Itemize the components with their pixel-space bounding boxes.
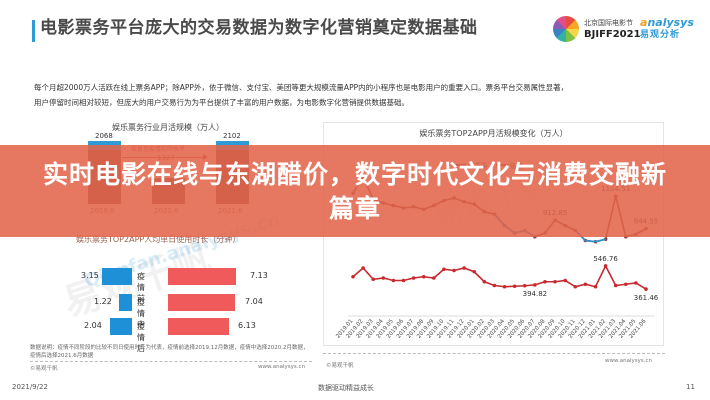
data-point <box>442 267 446 272</box>
line-chart-plot: 2019.012019.022019.032019.042019.052019.… <box>335 174 659 340</box>
usage-category: 疫情中 <box>137 298 145 329</box>
data-point <box>462 266 466 270</box>
right-divider <box>323 353 665 354</box>
data-point <box>391 278 396 283</box>
usage-left-value: 2.04 <box>84 321 102 330</box>
data-label: 394.82 <box>523 290 548 298</box>
data-point <box>623 282 628 287</box>
analysys-logo: analysys 易观分析 <box>640 16 694 42</box>
usage-left-value: 3.15 <box>81 271 99 280</box>
line-chart-panel: 娱乐票务TOP2APP月活规模变化（万人） 淘票票 猫眼 2019.012019… <box>323 122 664 346</box>
usage-blue-bar <box>119 294 132 311</box>
data-point <box>502 284 507 289</box>
data-point <box>371 277 376 282</box>
data-point <box>613 283 618 288</box>
usage-category: 疫情后 <box>137 322 145 353</box>
footer-date: 2021/9/22 <box>12 383 48 391</box>
data-point <box>361 266 365 270</box>
data-point <box>533 283 537 287</box>
data-point <box>472 269 477 274</box>
data-point <box>401 278 406 283</box>
data-point <box>563 278 567 283</box>
data-point <box>644 287 648 291</box>
intro-line-1: 每个月超2000万人活跃在线上票务APP；除APP外，依于微信、支付宝、美团等更… <box>34 83 569 92</box>
analysys-logo-cn: 易观分析 <box>640 30 681 40</box>
usage-right-value: 7.13 <box>250 271 268 280</box>
data-point <box>512 284 517 289</box>
usage-red-bar <box>168 268 236 285</box>
bjiff-logo-en: BJIFF2021 <box>584 29 641 40</box>
intro-paragraph: 每个月超2000万人活跃在线上票务APP；除APP外，依于微信、支付宝、美团等更… <box>34 80 684 110</box>
right-url: www.analysys.cn <box>605 358 652 364</box>
data-point <box>522 283 527 288</box>
right-source: ©易观千帆 <box>326 363 354 369</box>
usage-category: 疫情前 <box>137 272 145 303</box>
left-url: www.analysys.cn <box>258 364 305 370</box>
data-point <box>603 264 608 268</box>
data-point <box>452 268 456 273</box>
bjiff-flower-icon <box>553 16 579 42</box>
data-point <box>634 281 638 285</box>
data-point <box>543 279 547 284</box>
bjiff-logo-cn: 北京国际电影节 <box>584 19 633 27</box>
usage-left-value: 1.22 <box>94 297 112 306</box>
data-point <box>593 284 598 289</box>
data-point <box>381 276 386 280</box>
data-label: 546.76 <box>593 255 618 263</box>
analysys-logo-en: nalysys <box>647 16 694 29</box>
left-divider <box>30 361 312 362</box>
data-point <box>583 282 588 287</box>
bjiff-logo: 北京国际电影节 BJIFF2021 <box>553 16 641 42</box>
mau-chart-title: 娱乐票务行业月活规模（万人） <box>112 123 224 132</box>
data-point <box>411 276 416 280</box>
usage-right-value: 7.04 <box>245 297 263 306</box>
data-footnote: 数据说明：疫情不同阶段的比较不同日使用时长为代表，疫情前选择2019.12月数据… <box>30 344 330 360</box>
data-point <box>573 284 578 289</box>
data-point <box>482 279 487 284</box>
bar-value: 2102 <box>223 132 241 140</box>
usage-chart-title: 娱乐票务TOP2APP人均单日使用时长（分钟） <box>76 235 241 244</box>
data-point <box>553 279 557 284</box>
data-point <box>492 283 497 288</box>
footnote-line-2: 疫情后选择2021.6月数据 <box>30 353 94 359</box>
data-point <box>432 276 436 280</box>
data-point <box>421 274 426 279</box>
analysys-logo-a: a <box>640 16 648 29</box>
title-accent-bar <box>32 20 35 42</box>
usage-right-value: 6.13 <box>238 321 256 330</box>
headline-text: 实时电影在线与东湖醋价，数字时代文化与消费交融新篇章 <box>42 160 667 223</box>
usage-red-bar <box>168 294 235 311</box>
bar-value: 2068 <box>95 132 113 140</box>
usage-blue-bar <box>110 318 132 335</box>
page-title: 电影票务平台庞大的交易数据为数字化营销奠定数据基础 <box>40 18 478 38</box>
footnote-line-1: 数据说明：疫情不同阶段的比较不同日使用时长为代表，疫情前选择2019.12月数据… <box>30 345 309 351</box>
data-label: 361.46 <box>634 294 659 302</box>
usage-blue-bar <box>102 268 132 285</box>
left-source: ©易观千帆 <box>30 366 58 372</box>
footer-slogan: 数据驱动精益成长 <box>318 384 374 392</box>
usage-red-bar <box>168 318 229 335</box>
line-chart-title: 娱乐票务TOP2APP月活规模变化（万人） <box>419 129 568 138</box>
series-line <box>352 264 647 290</box>
intro-line-2: 用户停留时间相对较短，但庞大的用户交易行为为平台提供了丰富的用户数据，为电影数字… <box>34 98 409 107</box>
data-point <box>351 274 355 279</box>
headline-banner <box>0 145 710 237</box>
page-number: 11 <box>686 383 695 391</box>
